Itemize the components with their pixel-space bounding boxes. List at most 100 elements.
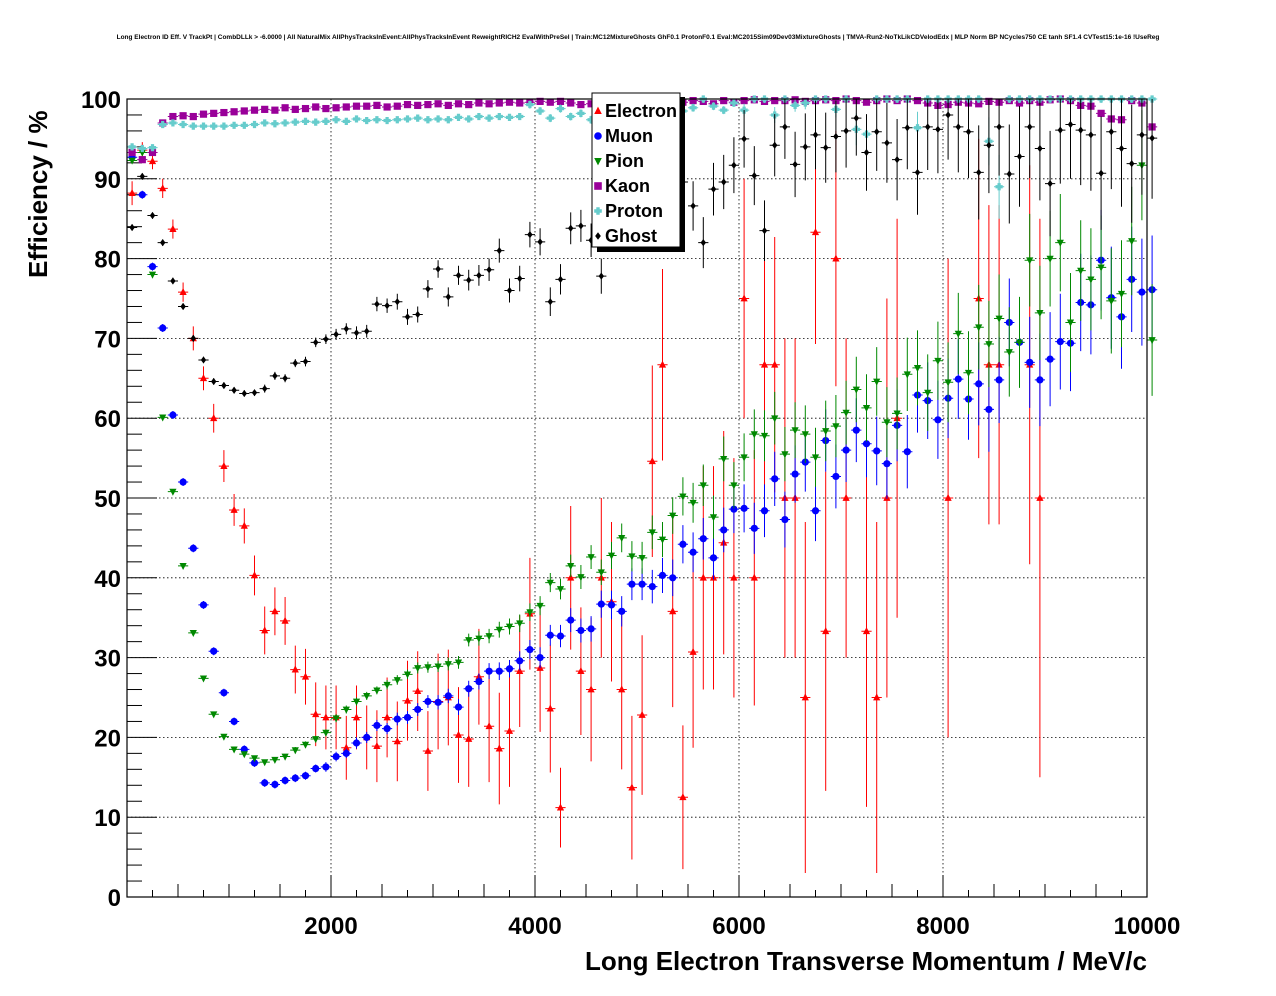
muon-point — [516, 657, 524, 665]
pion-point — [1107, 298, 1115, 306]
electron-point — [505, 726, 514, 734]
x-tick-label: 2000 — [304, 913, 357, 940]
tick-labels: 0 10 20 30 40 50 60 70 80 90 100 2000 4000 6000 8000 10… — [81, 87, 1180, 940]
muon-point — [332, 752, 340, 761]
ghost-point — [1006, 170, 1012, 178]
electron-point — [648, 457, 656, 465]
pion-point — [842, 409, 850, 417]
electron-point — [760, 360, 769, 368]
pion-point — [893, 410, 901, 418]
pion-point — [250, 755, 259, 763]
muon-point — [230, 717, 238, 726]
muon-point — [903, 448, 911, 456]
pion-point — [638, 554, 646, 562]
electron-point — [424, 746, 432, 754]
muon-point — [1056, 337, 1064, 346]
kaon-point — [485, 100, 493, 108]
kaon-point — [128, 148, 136, 157]
ghost-point — [476, 271, 482, 279]
ghost-point — [700, 239, 706, 247]
electron-point — [199, 374, 208, 382]
ghost-point — [731, 161, 737, 169]
proton-point — [332, 116, 340, 124]
legend-label-kaon: Kaon — [605, 176, 650, 196]
proton-point — [179, 120, 187, 129]
muon-point — [995, 376, 1003, 384]
proton-point — [148, 144, 157, 152]
muon-point — [740, 504, 748, 512]
kaon-point — [975, 100, 983, 108]
kaon-point — [465, 100, 473, 109]
muon-point — [648, 582, 656, 591]
pion-point — [1046, 255, 1054, 263]
muon-point — [148, 262, 157, 271]
muon-point — [791, 470, 799, 478]
pion-point — [944, 379, 952, 387]
ghost-point — [1108, 128, 1114, 136]
pion-point — [577, 574, 585, 582]
electron-point — [546, 704, 554, 712]
electron-point — [128, 189, 136, 197]
muon-point — [250, 759, 259, 767]
kaon-point — [720, 96, 728, 105]
muon-point — [505, 665, 514, 673]
kaon-point — [220, 108, 228, 117]
electron-point — [271, 607, 279, 615]
kaon-point — [312, 103, 320, 111]
muon-point — [475, 677, 483, 686]
electron-point — [822, 627, 830, 635]
muon-point — [730, 505, 738, 513]
y-tick-label: 30 — [94, 646, 121, 673]
pion-point — [628, 553, 636, 561]
ghost-point — [904, 124, 910, 132]
kaon-point — [771, 96, 779, 105]
muon-point — [159, 324, 167, 332]
muon-point — [261, 779, 269, 787]
electron-point — [567, 573, 575, 581]
muon-point — [454, 703, 463, 711]
ghost-point — [1027, 123, 1033, 131]
electron-point — [669, 607, 677, 615]
pion-point — [801, 431, 809, 439]
kaon-point — [689, 96, 697, 105]
pion-point — [526, 609, 534, 617]
electron-point — [801, 693, 809, 701]
ghost-point — [537, 238, 543, 246]
pion-point — [1036, 309, 1044, 318]
pion-point — [964, 369, 973, 377]
electron-point — [771, 360, 779, 368]
electron-point — [832, 254, 840, 262]
pion-point — [536, 602, 544, 610]
muon-point — [567, 616, 575, 624]
ghost-point — [1118, 144, 1125, 153]
pion-point — [597, 569, 605, 577]
proton-point — [403, 115, 412, 123]
electron-point — [240, 521, 248, 529]
muon-point — [383, 725, 391, 733]
ghost-point — [823, 144, 829, 152]
electron-point — [169, 224, 177, 232]
pion-point — [352, 698, 361, 706]
pion-point — [1056, 239, 1064, 247]
ghost-point — [1139, 131, 1145, 139]
electron-point — [495, 744, 503, 752]
ghost-point — [445, 293, 451, 301]
electron-point — [261, 626, 269, 634]
pion-point — [709, 514, 718, 522]
electron-point — [148, 157, 157, 165]
ghost-point — [435, 265, 441, 273]
proton-point — [363, 116, 371, 125]
ghost-point — [925, 123, 931, 131]
ghost-point — [598, 272, 604, 280]
ghost-point — [833, 132, 839, 141]
kaon-point — [291, 105, 299, 113]
kaon-point — [189, 112, 197, 121]
proton-point — [250, 120, 259, 129]
pion-point — [189, 629, 197, 638]
grid — [127, 99, 1147, 897]
ghost-point — [792, 160, 798, 169]
muon-point — [485, 667, 493, 675]
muon-point — [750, 524, 758, 532]
proton-point — [414, 114, 422, 122]
